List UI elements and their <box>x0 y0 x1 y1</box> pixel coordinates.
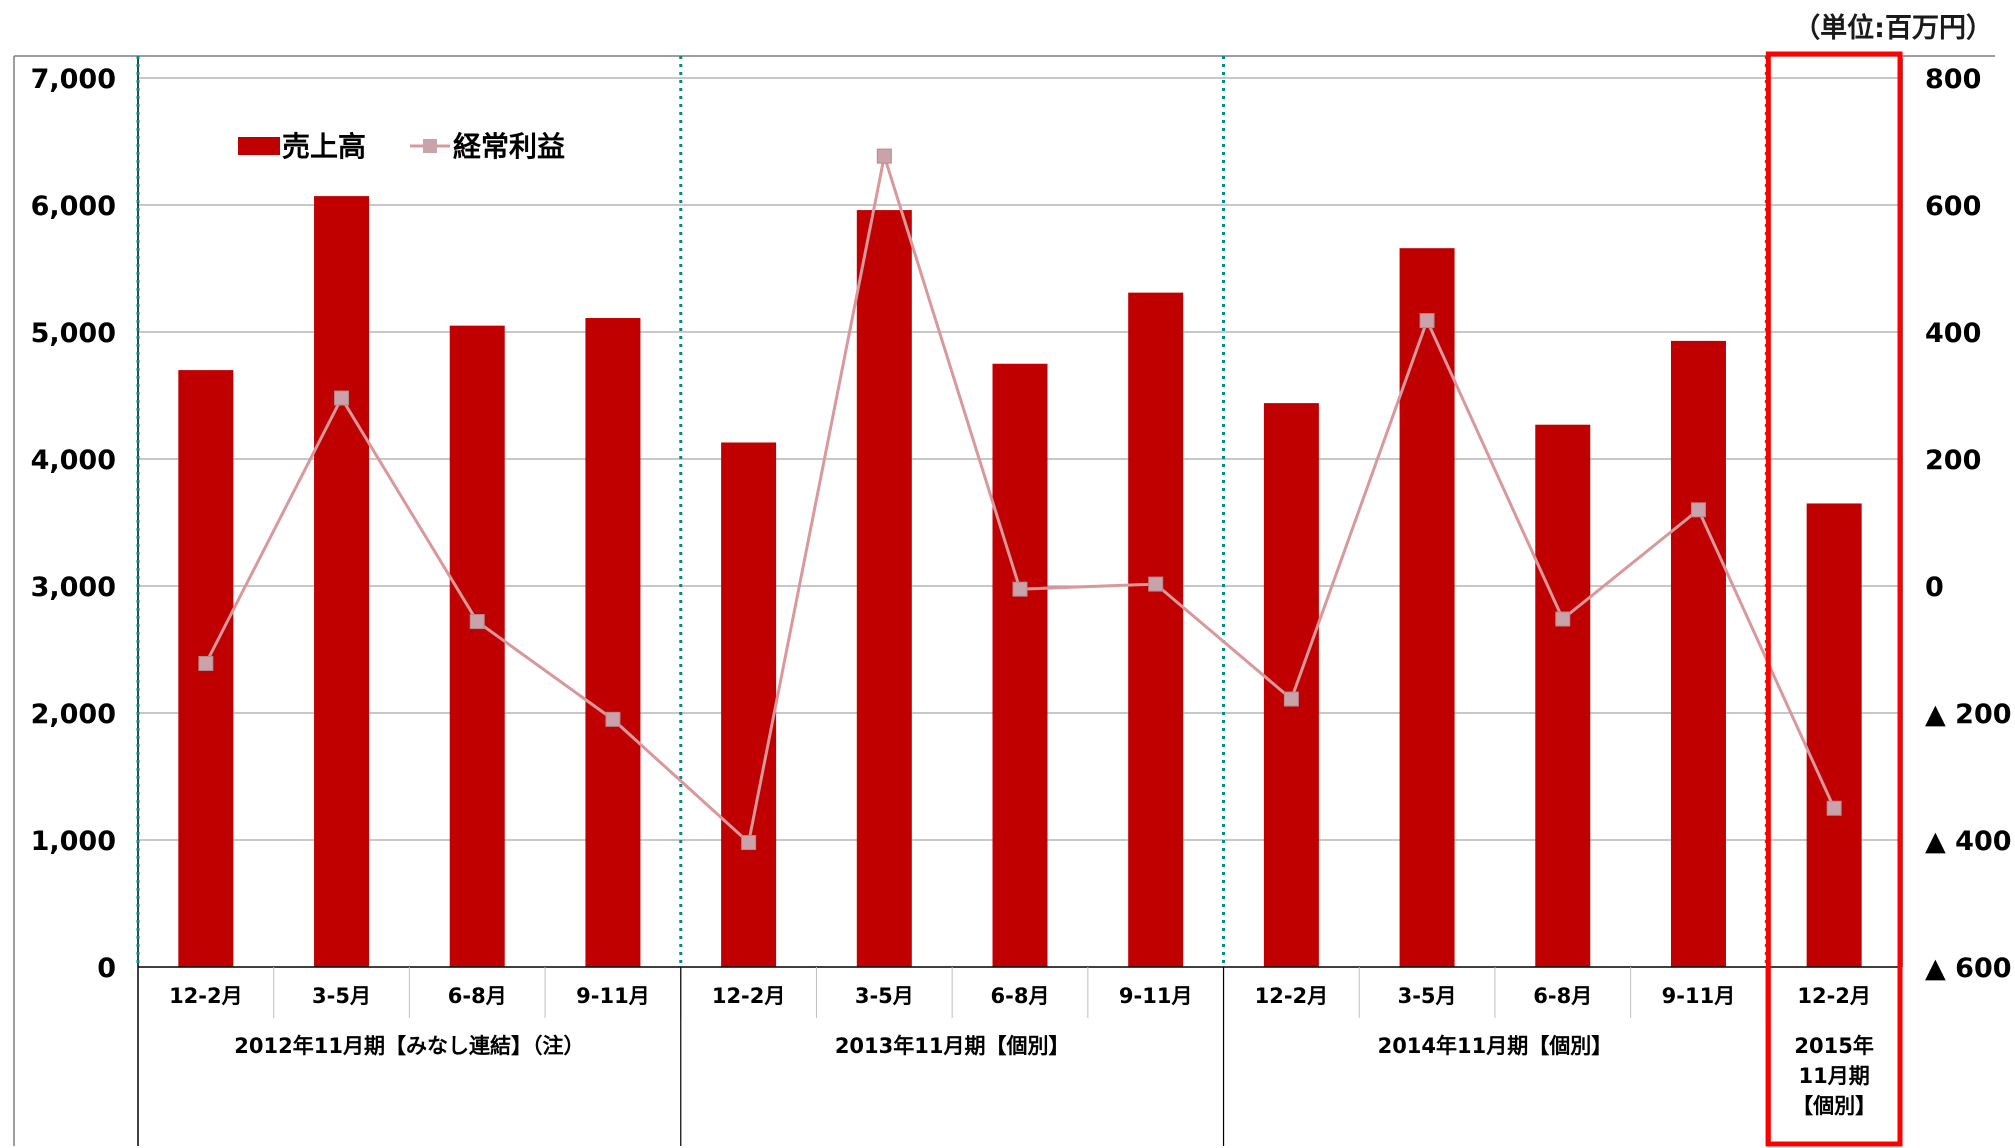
unit-label: （単位:百万円） <box>1793 13 1993 44</box>
bar-sales <box>585 318 641 967</box>
category-label: 9-11月 <box>1119 984 1193 1008</box>
point-ordinary-profit <box>741 835 757 851</box>
y2-tick-label: 0 <box>1925 572 1944 603</box>
point-ordinary-profit <box>1419 313 1435 329</box>
point-ordinary-profit <box>1555 611 1571 627</box>
bar-sales <box>721 442 777 967</box>
category-label: 3-5月 <box>312 984 371 1008</box>
category-label: 12-2月 <box>1255 984 1329 1008</box>
point-ordinary-profit <box>1690 502 1706 518</box>
category-label: 6-8月 <box>991 984 1050 1008</box>
bar-sales <box>1399 248 1455 967</box>
bar-sales <box>1263 403 1319 967</box>
category-label: 9-11月 <box>576 984 650 1008</box>
bar-sales <box>992 363 1048 967</box>
point-ordinary-profit <box>334 390 350 406</box>
bar-sales <box>856 210 912 967</box>
bar-sales <box>1535 424 1591 968</box>
y-tick-label: 1,000 <box>31 826 116 857</box>
group-label: 2012年11月期【みなし連結】（注） <box>234 1034 584 1058</box>
group-label-line: 11月期 <box>1799 1064 1870 1088</box>
bar-sales <box>1670 340 1726 967</box>
y-tick-label: 4,000 <box>31 445 116 476</box>
category-label: 6-8月 <box>448 984 507 1008</box>
y-tick-label: 2,000 <box>31 699 116 730</box>
y2-tick-label: 200 <box>1925 445 1981 476</box>
y-tick-label: 0 <box>97 953 116 984</box>
point-ordinary-profit <box>1826 800 1842 816</box>
y-tick-label: 5,000 <box>31 318 116 349</box>
y-tick-label: 3,000 <box>31 572 116 603</box>
point-ordinary-profit <box>605 711 621 727</box>
category-label: 3-5月 <box>855 984 914 1008</box>
point-ordinary-profit <box>876 148 892 164</box>
group-label-line: 2015年 <box>1794 1034 1873 1058</box>
category-label: 12-2月 <box>712 984 786 1008</box>
point-ordinary-profit <box>198 655 214 671</box>
y-tick-label: 6,000 <box>31 191 116 222</box>
bar-sales <box>1128 292 1184 967</box>
point-ordinary-profit <box>1283 691 1299 707</box>
legend-swatch-marker-profit <box>423 139 437 153</box>
y2-tick-label: 600 <box>1925 191 1981 222</box>
highlight-box <box>1765 51 1903 1147</box>
category-label: 12-2月 <box>1797 984 1871 1008</box>
category-label: 12-2月 <box>169 984 243 1008</box>
legend-swatch-sales <box>238 137 280 155</box>
group-label-line: 【個別】 <box>1792 1094 1876 1118</box>
y2-tick-label: 800 <box>1925 64 1981 95</box>
point-ordinary-profit <box>1148 576 1164 592</box>
legend-label-profit: 経常利益 <box>453 130 565 163</box>
category-label: 9-11月 <box>1662 984 1736 1008</box>
bar-sales <box>314 196 370 968</box>
bar-sales <box>1806 503 1862 967</box>
y2-tick-label: ▲ 600 <box>1925 953 2012 984</box>
group-label: 2014年11月期【個別】 <box>1378 1034 1613 1058</box>
category-label: 3-5月 <box>1398 984 1457 1008</box>
category-label: 6-8月 <box>1533 984 1592 1008</box>
y-tick-label: 7,000 <box>31 64 116 95</box>
point-ordinary-profit <box>469 614 485 630</box>
y2-tick-label: ▲ 200 <box>1925 699 2012 730</box>
y2-tick-label: 400 <box>1925 318 1981 349</box>
y2-tick-label: ▲ 400 <box>1925 826 2012 857</box>
legend-label-sales: 売上高 <box>282 130 366 163</box>
point-ordinary-profit <box>1012 581 1028 597</box>
bar-sales <box>449 325 505 967</box>
group-label: 2013年11月期【個別】 <box>835 1034 1070 1058</box>
